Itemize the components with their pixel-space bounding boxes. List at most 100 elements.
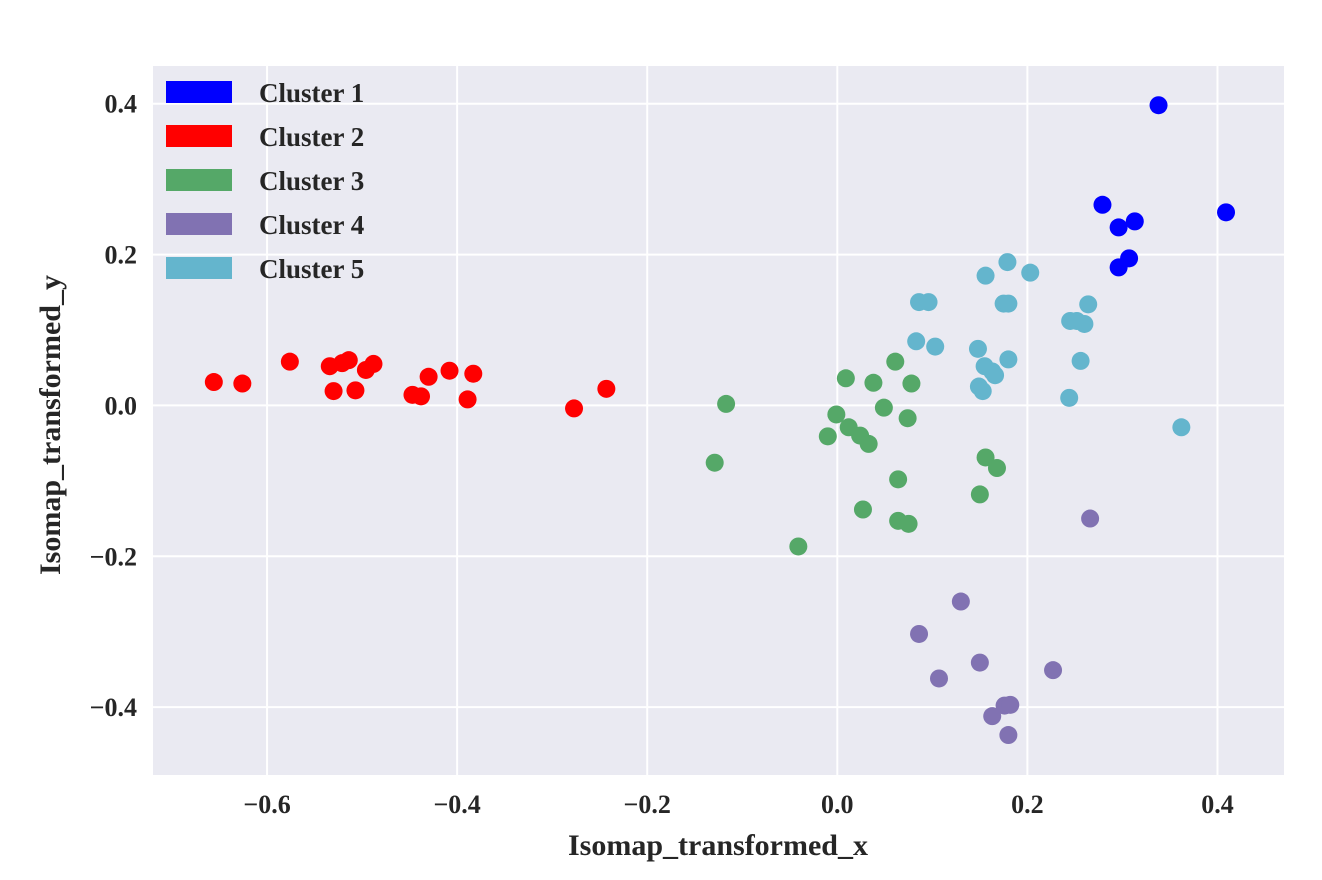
data-point xyxy=(1093,195,1112,214)
data-point xyxy=(419,367,438,386)
data-point xyxy=(717,394,736,413)
data-point xyxy=(986,366,1005,385)
data-point xyxy=(464,364,483,383)
data-point xyxy=(280,352,299,371)
data-point xyxy=(999,350,1018,369)
y-axis-label: Isomap_transformed_y xyxy=(34,275,67,575)
data-point xyxy=(1109,258,1128,277)
legend-swatch xyxy=(166,257,232,279)
legend-label: Cluster 3 xyxy=(259,166,364,196)
y-tick-label: 0.2 xyxy=(105,241,138,270)
data-point xyxy=(919,293,938,312)
data-point xyxy=(998,253,1017,272)
data-point xyxy=(705,453,724,472)
data-point xyxy=(1109,218,1128,237)
data-point xyxy=(976,266,995,285)
data-point xyxy=(440,361,459,380)
data-point xyxy=(1044,661,1063,680)
legend-entry: Cluster 3 xyxy=(166,166,364,196)
data-point xyxy=(886,352,905,371)
data-point xyxy=(339,351,358,370)
x-tick-label: 0.4 xyxy=(1201,790,1234,819)
data-point xyxy=(983,707,1002,726)
series-cluster-3 xyxy=(705,352,1006,556)
series-cluster-2 xyxy=(204,351,616,418)
series-cluster-1 xyxy=(1093,96,1236,277)
data-point xyxy=(1217,203,1236,222)
data-point xyxy=(1001,695,1020,714)
data-point xyxy=(973,382,992,401)
data-point xyxy=(898,409,917,428)
data-point xyxy=(926,337,945,356)
data-point xyxy=(859,434,878,453)
data-point xyxy=(1149,96,1168,115)
data-point xyxy=(789,537,808,556)
legend-swatch xyxy=(166,169,232,191)
series-cluster-5 xyxy=(907,253,1191,437)
data-point xyxy=(1075,314,1094,333)
legend-label: Cluster 5 xyxy=(259,254,364,284)
data-point xyxy=(976,448,995,467)
x-tick-label: −0.2 xyxy=(624,790,671,819)
y-tick-labels: −0.4 −0.2 0.0 0.2 0.4 xyxy=(90,90,137,722)
legend-swatch xyxy=(166,213,232,235)
legend-entry: Cluster 1 xyxy=(166,78,364,108)
data-point xyxy=(818,427,837,446)
data-point xyxy=(902,374,921,393)
legend-entry: Cluster 2 xyxy=(166,122,364,152)
data-point xyxy=(970,653,989,672)
data-point xyxy=(1060,388,1079,407)
y-tick-label: 0.4 xyxy=(105,90,138,119)
plot-background xyxy=(153,66,1284,775)
data-point xyxy=(874,398,893,417)
data-point xyxy=(864,373,883,392)
data-point xyxy=(1071,351,1090,370)
data-point xyxy=(565,399,584,418)
data-point xyxy=(412,387,431,406)
data-point xyxy=(929,669,948,688)
data-point xyxy=(233,374,252,393)
legend-label: Cluster 1 xyxy=(259,78,364,108)
legend-swatch xyxy=(166,81,232,103)
legend-entry: Cluster 4 xyxy=(166,210,364,240)
data-point xyxy=(1021,263,1040,282)
x-tick-labels: −0.6 −0.4 −0.2 0.0 0.2 0.4 xyxy=(243,790,1233,819)
data-point xyxy=(324,382,343,401)
data-point xyxy=(951,592,970,611)
data-point xyxy=(889,470,908,489)
data-point xyxy=(910,624,929,643)
data-points xyxy=(204,96,1236,745)
x-axis-label: Isomap_transformed_x xyxy=(568,829,868,862)
data-point xyxy=(1172,418,1191,437)
data-point xyxy=(346,381,365,400)
data-point xyxy=(968,339,987,358)
legend-entry: Cluster 5 xyxy=(166,254,364,284)
data-point xyxy=(597,379,616,398)
series-cluster-4 xyxy=(910,509,1100,745)
data-point xyxy=(907,332,926,351)
data-point xyxy=(970,485,989,504)
x-tick-label: −0.4 xyxy=(433,790,480,819)
legend-swatch xyxy=(166,125,232,147)
data-point xyxy=(899,514,918,533)
data-point xyxy=(999,726,1018,745)
data-point xyxy=(204,373,223,392)
data-point xyxy=(1125,212,1144,231)
x-tick-label: 0.0 xyxy=(821,790,854,819)
data-point xyxy=(1079,295,1098,314)
legend-label: Cluster 4 xyxy=(259,210,364,240)
data-point xyxy=(827,405,846,424)
data-point xyxy=(853,500,872,519)
legend-label: Cluster 2 xyxy=(259,122,364,152)
y-tick-label: −0.4 xyxy=(90,693,137,722)
y-tick-label: −0.2 xyxy=(90,542,137,571)
data-point xyxy=(1081,509,1100,528)
grid-lines xyxy=(153,66,1284,775)
data-point xyxy=(458,390,477,409)
data-point xyxy=(364,354,383,373)
x-tick-label: 0.2 xyxy=(1011,790,1044,819)
x-tick-label: −0.6 xyxy=(243,790,290,819)
data-point xyxy=(987,459,1006,478)
legend: Cluster 1 Cluster 2 Cluster 3 Cluster 4 Clus… xyxy=(166,78,364,284)
